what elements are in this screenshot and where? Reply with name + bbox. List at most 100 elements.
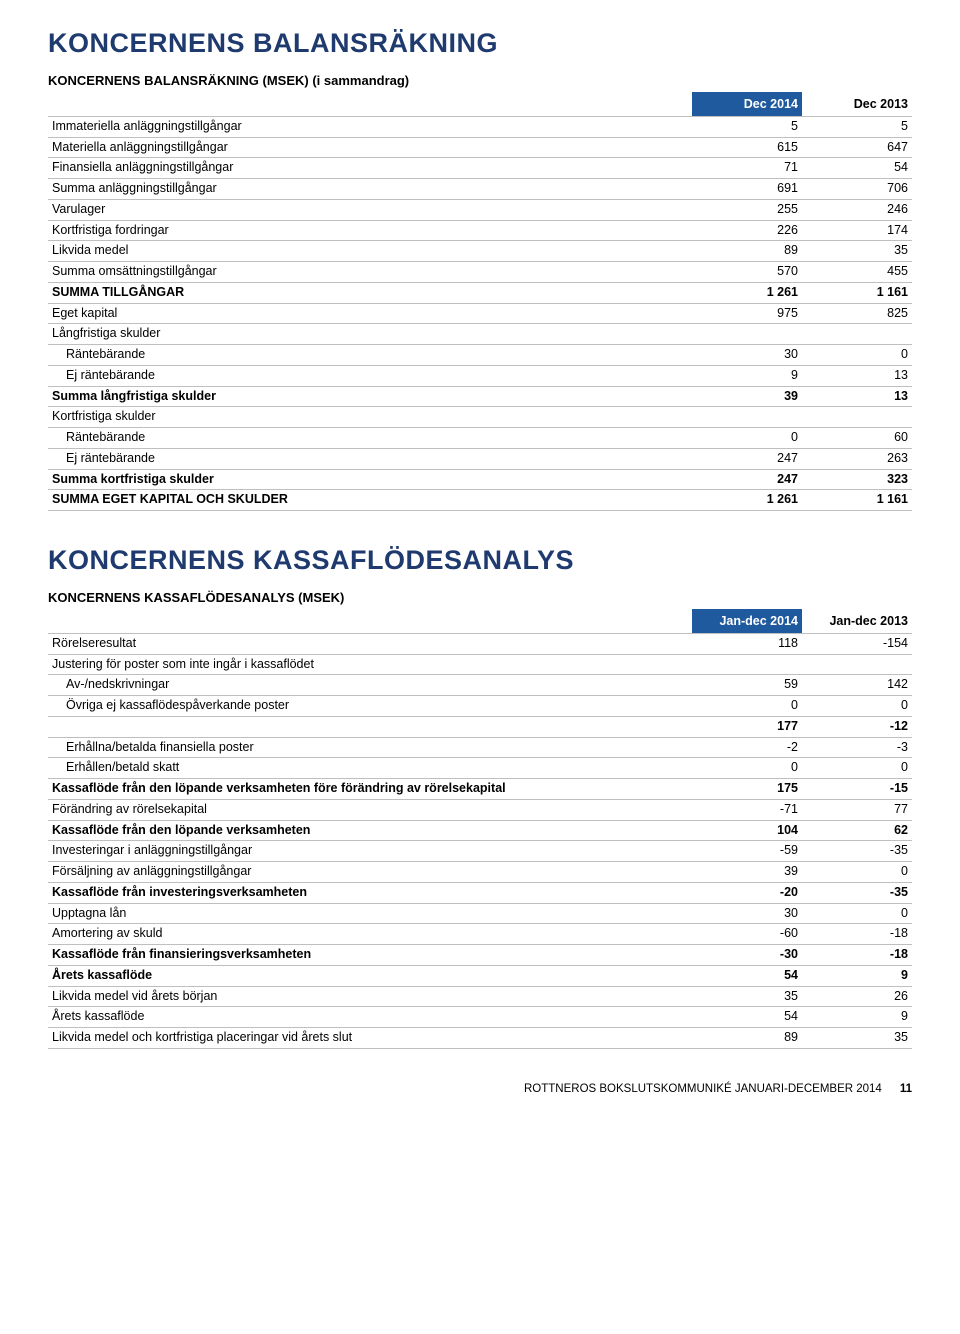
row-value-2: 0 — [802, 696, 912, 717]
row-value-2: 455 — [802, 262, 912, 283]
row-value-2: 1 161 — [802, 490, 912, 511]
table-row: Förändring av rörelsekapital-7177 — [48, 799, 912, 820]
table-row: Räntebärande300 — [48, 345, 912, 366]
table-row: Summa långfristiga skulder3913 — [48, 386, 912, 407]
row-label: Likvida medel — [48, 241, 692, 262]
table-row: 177-12 — [48, 716, 912, 737]
row-value-1: 691 — [692, 179, 802, 200]
row-value-2: 62 — [802, 820, 912, 841]
row-label: Upptagna lån — [48, 903, 692, 924]
row-value-2: -154 — [802, 633, 912, 654]
cashflow-col1: Jan-dec 2014 — [692, 609, 802, 633]
table-row: Kortfristiga skulder — [48, 407, 912, 428]
balance-col2: Dec 2013 — [802, 92, 912, 116]
balance-table: Dec 2014 Dec 2013 Immateriella anläggnin… — [48, 92, 912, 511]
table-row: Erhållen/betald skatt00 — [48, 758, 912, 779]
row-value-2: -12 — [802, 716, 912, 737]
row-value-2: 9 — [802, 1007, 912, 1028]
table-row: Kassaflöde från finansieringsverksamhete… — [48, 945, 912, 966]
row-value-1: -30 — [692, 945, 802, 966]
table-row: Årets kassaflöde549 — [48, 1007, 912, 1028]
row-value-1: 118 — [692, 633, 802, 654]
row-value-1: 71 — [692, 158, 802, 179]
row-label: Likvida medel vid årets början — [48, 986, 692, 1007]
table-row: Ej räntebärande247263 — [48, 448, 912, 469]
row-label: Årets kassaflöde — [48, 965, 692, 986]
row-label: Kortfristiga fordringar — [48, 220, 692, 241]
row-value-2: 263 — [802, 448, 912, 469]
row-value-2: 9 — [802, 965, 912, 986]
row-value-1: 54 — [692, 1007, 802, 1028]
row-value-1: 104 — [692, 820, 802, 841]
row-value-1: 9 — [692, 365, 802, 386]
row-value-2: -18 — [802, 945, 912, 966]
row-label: Immateriella anläggningstillgångar — [48, 116, 692, 137]
row-label: Summa kortfristiga skulder — [48, 469, 692, 490]
table-row: Finansiella anläggningstillgångar7154 — [48, 158, 912, 179]
row-value-2: 647 — [802, 137, 912, 158]
table-row: Kassaflöde från investeringsverksamheten… — [48, 882, 912, 903]
row-label: Ej räntebärande — [48, 448, 692, 469]
row-label: Kassaflöde från investeringsverksamheten — [48, 882, 692, 903]
row-label: Erhållna/betalda finansiella poster — [48, 737, 692, 758]
row-label: Investeringar i anläggningstillgångar — [48, 841, 692, 862]
row-value-2: 0 — [802, 345, 912, 366]
row-value-1: 255 — [692, 199, 802, 220]
table-row: Erhållna/betalda finansiella poster-2-3 — [48, 737, 912, 758]
row-value-1 — [692, 407, 802, 428]
row-value-2: 706 — [802, 179, 912, 200]
balance-col1: Dec 2014 — [692, 92, 802, 116]
row-value-1: 247 — [692, 448, 802, 469]
page-footer: ROTTNEROS BOKSLUTSKOMMUNIKÉ JANUARI-DECE… — [48, 1083, 912, 1095]
row-label: Av-/nedskrivningar — [48, 675, 692, 696]
row-value-2: 825 — [802, 303, 912, 324]
table-row: Materiella anläggningstillgångar615647 — [48, 137, 912, 158]
row-value-2 — [802, 654, 912, 675]
table-row: Kassaflöde från den löpande verksamheten… — [48, 820, 912, 841]
row-value-2: 35 — [802, 1028, 912, 1049]
row-value-1: 5 — [692, 116, 802, 137]
table-row: Amortering av skuld-60-18 — [48, 924, 912, 945]
row-value-1: 1 261 — [692, 282, 802, 303]
table-row: Varulager255246 — [48, 199, 912, 220]
row-label: Eget kapital — [48, 303, 692, 324]
table-row: Likvida medel8935 — [48, 241, 912, 262]
row-value-2: -35 — [802, 882, 912, 903]
row-label: Likvida medel och kortfristiga placering… — [48, 1028, 692, 1049]
row-value-1: 0 — [692, 758, 802, 779]
row-value-1: 59 — [692, 675, 802, 696]
row-value-2: 13 — [802, 386, 912, 407]
row-value-1: 0 — [692, 428, 802, 449]
table-row: Kortfristiga fordringar226174 — [48, 220, 912, 241]
row-value-2: 54 — [802, 158, 912, 179]
row-value-1: 1 261 — [692, 490, 802, 511]
row-label: Kortfristiga skulder — [48, 407, 692, 428]
row-value-2: 60 — [802, 428, 912, 449]
table-row: Upptagna lån300 — [48, 903, 912, 924]
row-value-2: 0 — [802, 862, 912, 883]
row-label: Summa anläggningstillgångar — [48, 179, 692, 200]
table-row: Summa kortfristiga skulder247323 — [48, 469, 912, 490]
row-label: Erhållen/betald skatt — [48, 758, 692, 779]
table-row: SUMMA EGET KAPITAL OCH SKULDER1 2611 161 — [48, 490, 912, 511]
table-row: Eget kapital975825 — [48, 303, 912, 324]
row-label: Summa omsättningstillgångar — [48, 262, 692, 283]
row-value-2: 323 — [802, 469, 912, 490]
row-value-1: -20 — [692, 882, 802, 903]
row-label: Försäljning av anläggningstillgångar — [48, 862, 692, 883]
row-value-2: 1 161 — [802, 282, 912, 303]
table-row: Rörelseresultat118-154 — [48, 633, 912, 654]
row-label: Kassaflöde från finansieringsverksamhete… — [48, 945, 692, 966]
row-value-2 — [802, 407, 912, 428]
row-value-2: -15 — [802, 779, 912, 800]
row-label: Finansiella anläggningstillgångar — [48, 158, 692, 179]
cashflow-table: Jan-dec 2014 Jan-dec 2013 Rörelseresulta… — [48, 609, 912, 1049]
row-value-1: 226 — [692, 220, 802, 241]
table-row: Långfristiga skulder — [48, 324, 912, 345]
table-row: Övriga ej kassaflödespåverkande poster00 — [48, 696, 912, 717]
row-value-2: 0 — [802, 758, 912, 779]
row-value-1: 247 — [692, 469, 802, 490]
row-label: Ej räntebärande — [48, 365, 692, 386]
row-label: Långfristiga skulder — [48, 324, 692, 345]
row-label: Räntebärande — [48, 428, 692, 449]
